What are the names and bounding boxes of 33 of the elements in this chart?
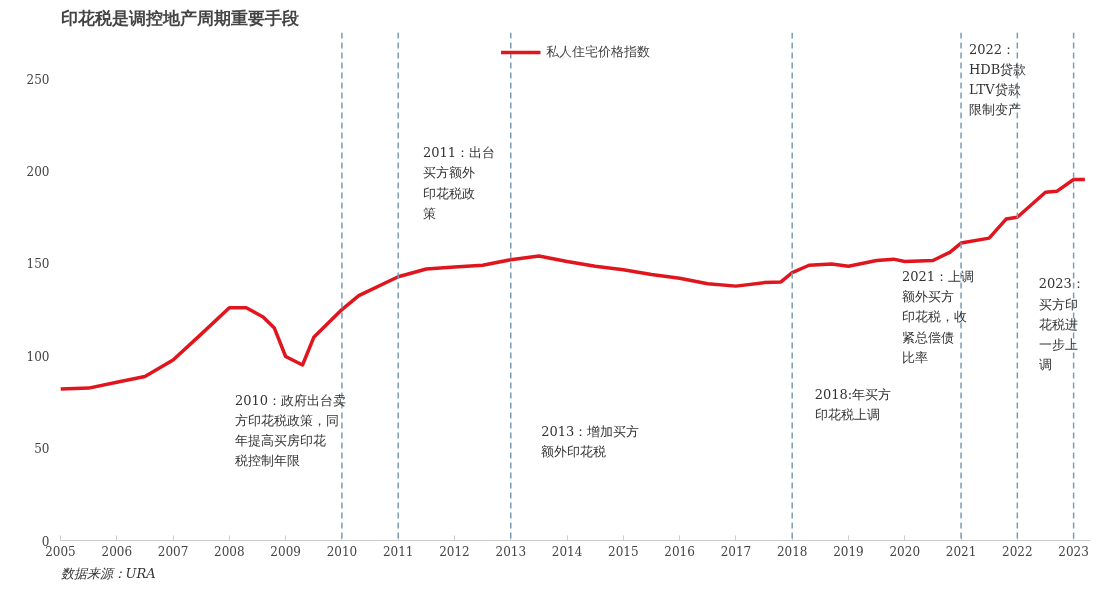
x-tick-label: 2006	[101, 544, 133, 559]
annotation: 2010：政府出台卖方印花税政策，同年提高买房印花税控制年限	[234, 392, 347, 469]
y-tick-label: 150	[26, 257, 50, 272]
x-tick-label: 2022	[1002, 544, 1033, 559]
x-tick-label: 2020	[889, 544, 921, 559]
legend-label: 私人住宅价格指数	[545, 43, 650, 61]
x-tick-label: 2015	[608, 544, 639, 559]
annotation: 2023：买方印花税进一步上调	[1038, 276, 1085, 373]
x-tick-label: 2014	[551, 544, 583, 559]
x-tick-label: 2008	[214, 544, 245, 559]
x-tick-label: 2016	[664, 544, 695, 559]
annotation: 2022：HDB贷款LTV贷款限制变产	[968, 41, 1027, 118]
x-tick-label: 2017	[720, 544, 752, 559]
y-tick-label: 200	[26, 165, 50, 180]
x-tick-label: 2011	[382, 544, 414, 559]
chart-title: 印花税是调控地产周期重要手段	[60, 7, 300, 28]
x-tick-label: 2018	[776, 544, 808, 559]
annotation: 2011：出台买方额外印花税政策	[422, 145, 496, 221]
source-note: 数据来源：URA	[60, 565, 156, 581]
x-tick-label: 2021	[945, 544, 977, 559]
annotation: 2018:年买方印花税上调	[814, 387, 892, 423]
x-tick-label: 2023	[1058, 544, 1089, 559]
x-tick-label: 2010	[326, 544, 358, 559]
y-tick-label: 50	[34, 442, 50, 457]
x-tick-label: 2019	[833, 544, 864, 559]
annotation: 2013：增加买方额外印花税	[541, 424, 640, 460]
y-tick-label: 100	[26, 349, 50, 364]
x-tick-label: 2012	[439, 544, 470, 559]
x-tick-label: 2013	[495, 544, 527, 559]
y-tick-label: 250	[26, 72, 50, 87]
x-tick-label: 2007	[157, 544, 189, 559]
annotation: 2021：上调额外买方印花税，收紧总偿债比率	[901, 268, 975, 365]
x-tick-label: 2009	[270, 544, 301, 559]
